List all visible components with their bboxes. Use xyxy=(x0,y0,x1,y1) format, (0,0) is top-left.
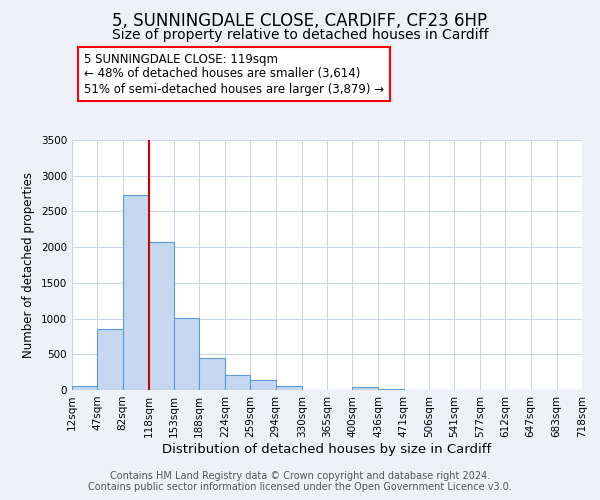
Bar xyxy=(97,330,122,390)
Y-axis label: Number of detached properties: Number of detached properties xyxy=(22,172,35,358)
Text: Size of property relative to detached houses in Cardiff: Size of property relative to detached ho… xyxy=(112,28,488,42)
Bar xyxy=(149,242,174,390)
Bar xyxy=(276,386,302,390)
Bar xyxy=(250,380,276,390)
Bar xyxy=(174,318,199,390)
Text: 5 SUNNINGDALE CLOSE: 119sqm
← 48% of detached houses are smaller (3,614)
51% of : 5 SUNNINGDALE CLOSE: 119sqm ← 48% of det… xyxy=(84,52,384,96)
Text: Contains HM Land Registry data © Crown copyright and database right 2024.: Contains HM Land Registry data © Crown c… xyxy=(110,471,490,481)
Bar xyxy=(225,374,250,390)
Text: Contains public sector information licensed under the Open Government Licence v3: Contains public sector information licen… xyxy=(88,482,512,492)
Bar xyxy=(378,388,404,390)
Bar xyxy=(352,387,378,390)
X-axis label: Distribution of detached houses by size in Cardiff: Distribution of detached houses by size … xyxy=(163,442,491,456)
Bar xyxy=(122,195,149,390)
Bar xyxy=(72,386,97,390)
Bar xyxy=(199,358,225,390)
Text: 5, SUNNINGDALE CLOSE, CARDIFF, CF23 6HP: 5, SUNNINGDALE CLOSE, CARDIFF, CF23 6HP xyxy=(112,12,488,30)
